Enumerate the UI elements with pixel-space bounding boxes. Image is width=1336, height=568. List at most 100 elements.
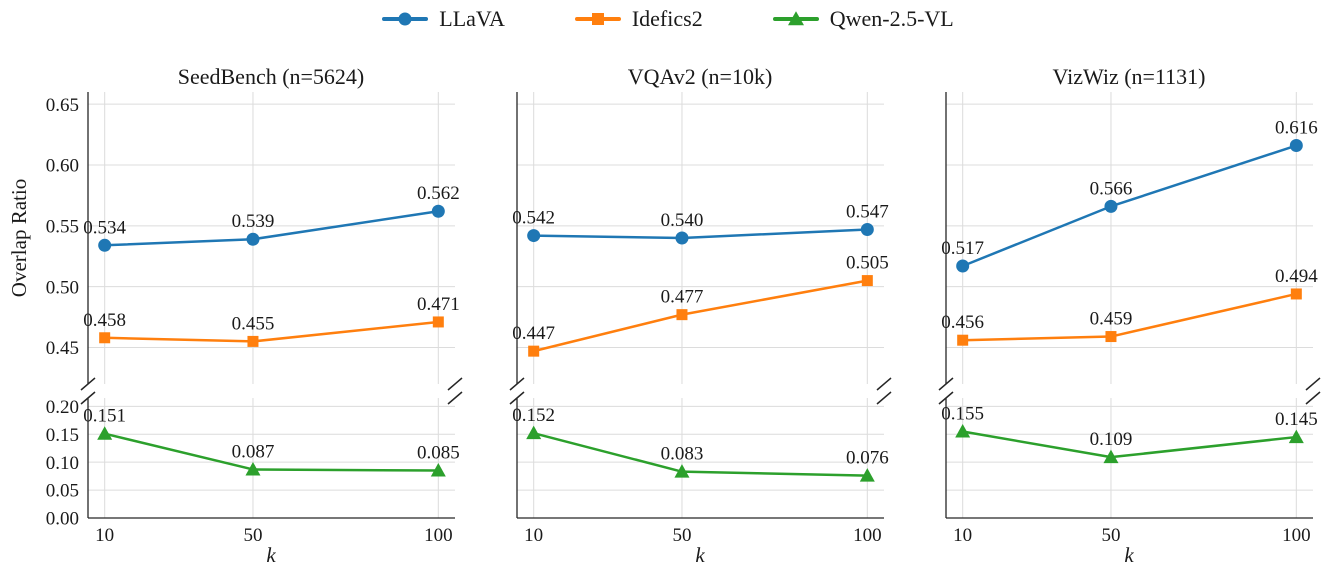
data-point [955, 423, 971, 438]
data-point [430, 463, 446, 477]
x-tick-label: 10 [953, 525, 972, 546]
y-tick-label: 0.20 [46, 397, 79, 418]
axis-break-icon [80, 377, 96, 391]
axis-break-icon [509, 391, 525, 405]
triangle-marker-icon [787, 11, 804, 26]
data-label: 0.542 [512, 208, 555, 229]
data-point [860, 222, 874, 236]
legend-label: Idefics2 [631, 6, 703, 31]
data-label: 0.494 [1275, 266, 1318, 287]
axis-break-icon [80, 391, 96, 405]
subplot-title-vqav2: VQAv2 (n=10k) [628, 64, 773, 89]
data-label: 0.155 [941, 403, 984, 424]
axis-break-icon [876, 391, 892, 405]
data-label: 0.447 [512, 323, 555, 344]
axis-break-icon [1305, 377, 1321, 391]
legend-line [772, 11, 819, 26]
data-point [859, 468, 875, 482]
x-tick-label: 100 [1282, 525, 1311, 546]
y-tick-label: 0.10 [46, 453, 79, 474]
data-point [246, 232, 260, 246]
data-label: 0.505 [846, 253, 889, 274]
axis-break-icon [938, 391, 954, 405]
data-label: 0.151 [83, 406, 126, 427]
data-label: 0.534 [83, 217, 126, 238]
x-axis-label-2: k [695, 543, 705, 567]
data-point [675, 231, 689, 245]
legend-label: Qwen-2.5-VL [829, 6, 954, 31]
data-point [526, 425, 542, 440]
legend-entry-idefics2: Idefics2 [574, 4, 703, 34]
axis-break-icon [1305, 391, 1321, 405]
data-point [674, 464, 690, 478]
data-point [245, 461, 261, 476]
series-line-llava [962, 144, 1297, 268]
data-label: 0.566 [1090, 178, 1133, 199]
data-point [1105, 331, 1117, 343]
plot-panels: 0.65 0.60 0.55 0.50 0.45 0.20 0.15 0.10 0.05 0.00… [46, 92, 1321, 546]
y-tick-label: 0.60 [46, 156, 79, 177]
x-axis-label-1: k [266, 543, 276, 567]
axis-break-icon [447, 377, 463, 391]
y-tick-label: 0.45 [46, 338, 79, 359]
x-tick-label: 100 [853, 525, 882, 546]
data-point [527, 229, 541, 243]
subplot-title-vizwiz: VizWiz (n=1131) [1053, 64, 1206, 89]
data-label: 0.477 [661, 287, 704, 308]
subplot-title-seedbench: SeedBench (n=5624) [178, 64, 365, 89]
data-point [528, 345, 540, 357]
data-label: 0.087 [232, 441, 275, 462]
data-point [97, 426, 113, 440]
data-point [247, 335, 259, 347]
data-label: 0.471 [417, 294, 460, 315]
data-point [99, 332, 111, 344]
data-point [432, 316, 444, 328]
data-label: 0.540 [661, 210, 704, 231]
data-point [956, 259, 970, 273]
x-tick-label: 100 [424, 525, 453, 546]
legend-label: LLaVA [439, 6, 505, 31]
data-label: 0.562 [417, 183, 460, 204]
legend-entry-qwen-2.5-vl: Qwen-2.5-VL [772, 4, 954, 34]
circle-marker-icon [398, 12, 412, 26]
data-point [1104, 199, 1118, 213]
data-label: 0.109 [1090, 429, 1133, 450]
y-axis-label: Overlap Ratio [7, 179, 31, 297]
data-label: 0.547 [846, 201, 889, 222]
data-label: 0.083 [661, 444, 704, 465]
data-label: 0.458 [83, 310, 126, 331]
data-point [1290, 288, 1302, 300]
data-point [676, 309, 688, 321]
x-tick-label: 10 [524, 525, 543, 546]
x-tick-label: 50 [1101, 525, 1120, 546]
data-label: 0.085 [417, 443, 460, 464]
data-label: 0.616 [1275, 118, 1318, 139]
y-tick-label: 0.65 [46, 95, 79, 116]
data-point [957, 334, 969, 346]
data-point [861, 275, 873, 287]
legend-line [382, 12, 429, 26]
data-point [98, 238, 112, 252]
axis-break-icon [447, 391, 463, 405]
y-tick-label: 0.05 [46, 481, 79, 502]
data-point [1288, 429, 1304, 444]
axis-break-icon [876, 377, 892, 391]
data-point [1289, 139, 1303, 153]
y-tick-label: 0.50 [46, 277, 79, 298]
data-point [431, 204, 445, 218]
data-label: 0.152 [512, 405, 555, 426]
y-tick-label: 0.55 [46, 216, 79, 237]
x-tick-label: 50 [243, 525, 262, 546]
data-label: 0.517 [941, 238, 984, 259]
data-label: 0.145 [1275, 409, 1318, 430]
x-tick-label: 50 [672, 525, 691, 546]
legend-line [574, 13, 621, 25]
legend-entry-llava: LLaVA [382, 4, 505, 34]
data-label: 0.076 [846, 448, 889, 469]
data-point [1103, 449, 1119, 464]
data-label: 0.455 [232, 313, 275, 334]
axis-break-icon [509, 377, 525, 391]
data-label: 0.539 [232, 211, 275, 232]
